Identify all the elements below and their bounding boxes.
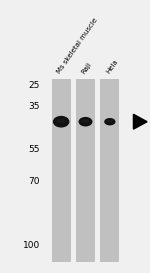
Bar — [52, 79, 71, 262]
Ellipse shape — [82, 119, 89, 123]
Ellipse shape — [53, 116, 69, 127]
Polygon shape — [134, 114, 147, 129]
Text: 70: 70 — [28, 177, 40, 186]
Text: Raji: Raji — [81, 61, 93, 75]
Bar — [76, 79, 95, 262]
Text: 100: 100 — [22, 241, 40, 250]
Text: Hela: Hela — [105, 59, 119, 75]
Ellipse shape — [107, 120, 113, 123]
Text: 25: 25 — [28, 81, 40, 90]
Text: 55: 55 — [28, 145, 40, 154]
Ellipse shape — [57, 118, 66, 123]
Ellipse shape — [104, 118, 116, 125]
Text: Ms skeletal muscle: Ms skeletal muscle — [56, 17, 99, 75]
Ellipse shape — [79, 117, 92, 126]
Bar — [100, 79, 119, 262]
Text: 35: 35 — [28, 102, 40, 111]
